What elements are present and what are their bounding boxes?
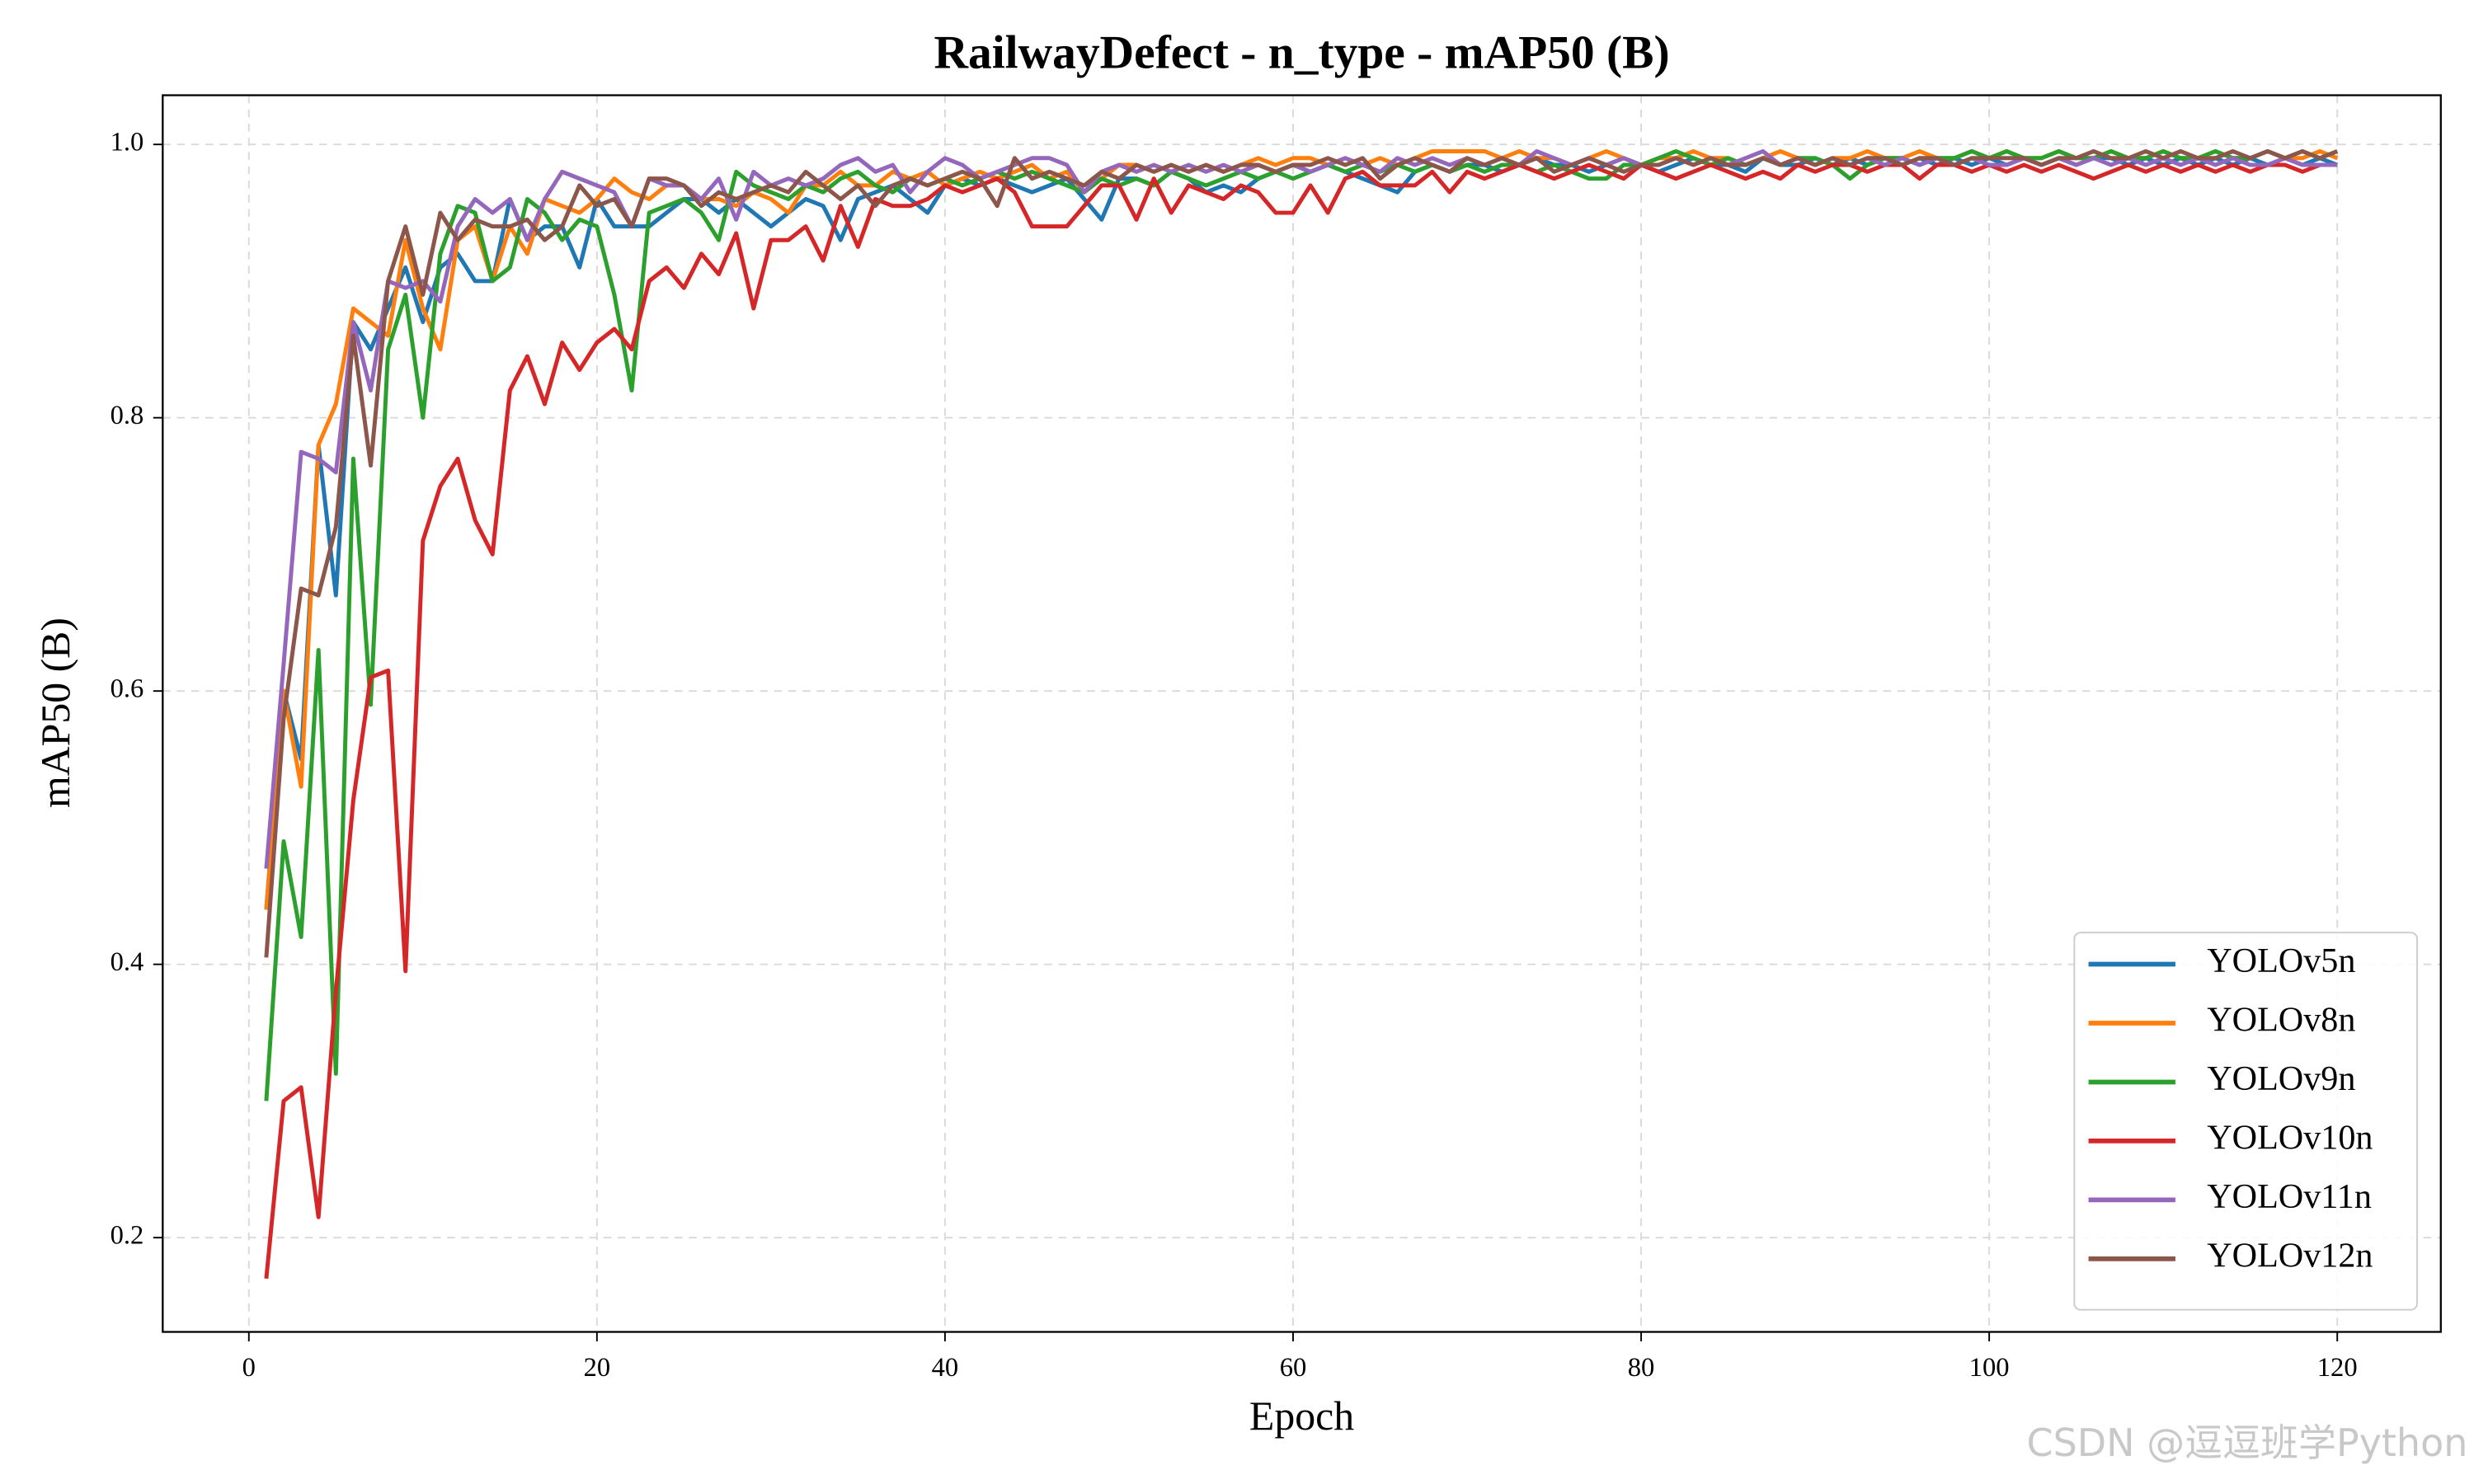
x-tick-label: 120 [2317,1353,2358,1383]
x-tick-label: 20 [584,1353,611,1383]
x-tick-label: 40 [932,1353,959,1383]
legend-label: YOLOv10n [2207,1119,2373,1158]
y-tick-label: 1.0 [111,128,144,157]
y-tick-label: 0.8 [111,401,144,430]
legend-label: YOLOv9n [2207,1059,2355,1098]
watermark: CSDN @逗逗班学Python [2026,1421,2467,1465]
legend: YOLOv5n YOLOv8n YOLOv9n YOLOv10n YOLOv11n YOL… [2073,932,2418,1311]
legend-box [2073,932,2418,1311]
legend-label: YOLOv8n [2207,1001,2355,1040]
x-tick-label: 60 [1280,1353,1307,1383]
y-tick-label: 0.4 [111,947,144,977]
legend-label: YOLOv12n [2207,1236,2373,1275]
chart-title: RailwayDefect - n_type - mAP50 (B) [934,27,1669,79]
legend-label: YOLOv11n [2207,1177,2372,1216]
legend-label: YOLOv5n [2207,942,2355,980]
x-tick-label: 80 [1628,1353,1655,1383]
y-tick-label: 0.6 [111,674,144,704]
series-line [264,148,2339,958]
x-tick-label: 0 [242,1353,256,1383]
plot-frame [162,94,2442,1333]
series-line [264,148,2338,869]
y-axis-label: mAP50 (B) [33,618,78,808]
plot-area [162,95,2441,1332]
x-axis-label: Epoch [1249,1393,1354,1439]
x-tick-label: 100 [1969,1353,2010,1383]
y-tick-label: 0.2 [111,1221,144,1251]
